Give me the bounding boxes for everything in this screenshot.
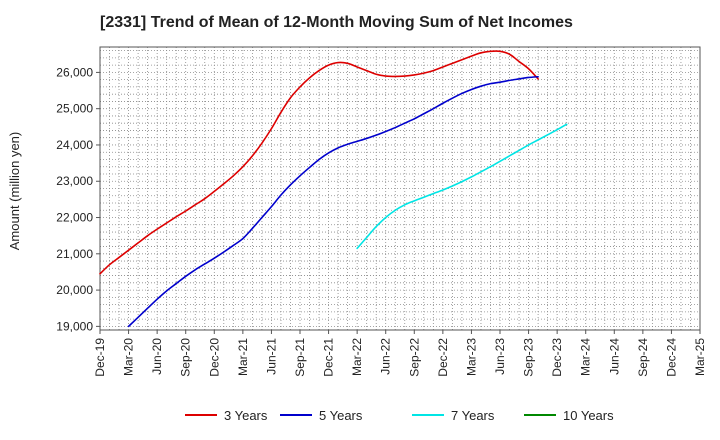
x-tick-label: Jun-21: [264, 338, 278, 375]
x-tick-label: Jun-20: [150, 338, 164, 375]
x-tick-label: Mar-21: [236, 338, 250, 376]
x-tick-label: Sep-20: [179, 338, 193, 377]
series-line-3-years: [99, 50, 539, 275]
legend-label-3-years: 3 Years: [224, 408, 268, 423]
x-tick-label: Sep-21: [293, 338, 307, 377]
grid: [99, 47, 701, 330]
chart-title: [2331] Trend of Mean of 12-Month Moving …: [100, 14, 573, 31]
x-tick-label: Dec-24: [664, 338, 678, 377]
x-tick-label: Mar-23: [464, 338, 478, 376]
series-line-5-years: [127, 75, 539, 328]
x-tick-label: Sep-24: [636, 338, 650, 377]
legend-label-7-years: 7 Years: [451, 408, 495, 423]
y-tick-label: 21,000: [56, 247, 93, 261]
x-tick-label: Sep-23: [522, 338, 536, 377]
y-tick-label: 24,000: [56, 138, 93, 152]
x-tick-label: Mar-20: [122, 338, 136, 376]
x-tick-label: Dec-22: [436, 338, 450, 377]
y-axis-label: Amount (million yen): [7, 132, 22, 251]
x-tick-label: Jun-23: [493, 338, 507, 375]
x-tick-label: Sep-22: [407, 338, 421, 377]
y-tick-label: 22,000: [56, 211, 93, 225]
series-line-7-years: [356, 123, 568, 250]
y-tick-label: 26,000: [56, 65, 93, 79]
y-tick-label: 25,000: [56, 102, 93, 116]
y-tick-label: 19,000: [56, 319, 93, 333]
y-tick-label: 20,000: [56, 283, 93, 297]
x-tick-label: Dec-19: [93, 338, 107, 377]
legend-label-5-years: 5 Years: [319, 408, 363, 423]
x-tick-label: Dec-23: [550, 338, 564, 377]
plot-frame: [99, 46, 701, 331]
x-tick-label: Mar-25: [693, 338, 707, 376]
x-tick-label: Jun-22: [379, 338, 393, 375]
x-tick-label: Dec-21: [322, 338, 336, 377]
x-tick-label: Jun-24: [607, 338, 621, 375]
legend-label-10-years: 10 Years: [563, 408, 614, 423]
y-tick-label: 23,000: [56, 174, 93, 188]
x-tick-label: Mar-22: [350, 338, 364, 376]
x-tick-label: Dec-20: [207, 338, 221, 377]
x-tick-label: Mar-24: [579, 338, 593, 376]
